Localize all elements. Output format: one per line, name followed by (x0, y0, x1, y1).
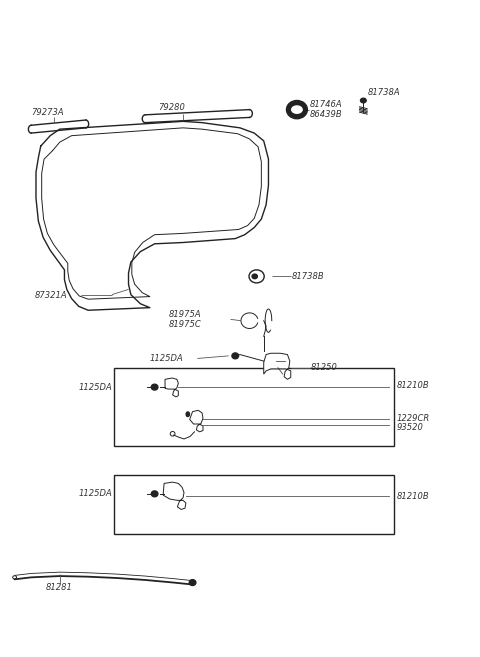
Bar (114, 367, 394, 445)
Polygon shape (264, 353, 291, 379)
Text: 1125DA: 1125DA (78, 489, 112, 499)
Ellipse shape (287, 101, 307, 119)
Polygon shape (190, 411, 203, 432)
Ellipse shape (292, 106, 302, 113)
Text: 1125DA: 1125DA (150, 354, 184, 363)
Ellipse shape (252, 274, 257, 279)
Polygon shape (163, 482, 186, 509)
Text: 81746A: 81746A (310, 100, 343, 109)
Text: 79280: 79280 (158, 102, 185, 112)
Ellipse shape (151, 491, 158, 497)
Text: 1125DA: 1125DA (78, 382, 112, 392)
Text: 87321A: 87321A (35, 291, 68, 300)
Text: 1229CR: 1229CR (396, 414, 430, 422)
Text: 81975C: 81975C (169, 320, 202, 329)
Text: 93520: 93520 (396, 422, 423, 432)
Text: 86439B: 86439B (310, 110, 343, 120)
Text: 81281: 81281 (46, 583, 72, 592)
Text: 79273A: 79273A (31, 108, 64, 117)
Ellipse shape (232, 353, 239, 359)
Text: 81975A: 81975A (169, 309, 202, 319)
Text: 81738A: 81738A (368, 88, 401, 97)
Text: 81250: 81250 (311, 363, 337, 372)
Ellipse shape (186, 412, 190, 417)
Ellipse shape (189, 579, 196, 585)
Ellipse shape (360, 98, 366, 102)
Ellipse shape (151, 384, 158, 390)
Polygon shape (165, 378, 179, 397)
Text: 81738B: 81738B (292, 272, 324, 281)
Text: 81210B: 81210B (396, 492, 429, 501)
Bar (114, 475, 394, 533)
Text: 81210B: 81210B (396, 381, 429, 390)
